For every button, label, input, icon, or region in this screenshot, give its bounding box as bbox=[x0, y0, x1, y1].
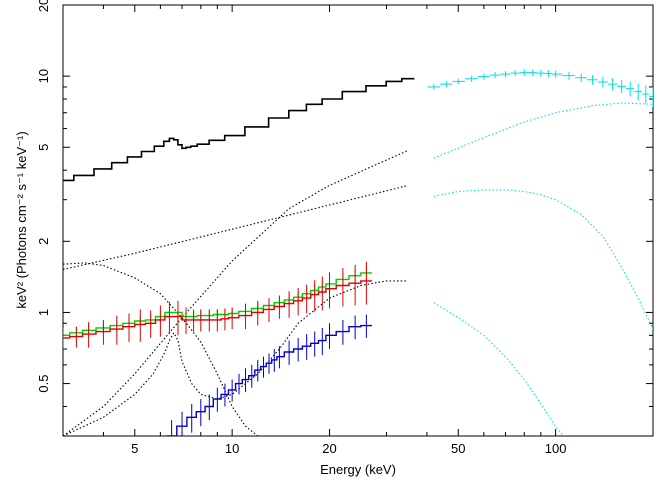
cyan-model-curve bbox=[433, 102, 653, 159]
black-step-series bbox=[63, 77, 415, 182]
y-tick-label: 2 bbox=[36, 238, 51, 245]
blue-step_errorbars-series bbox=[166, 314, 372, 436]
black-model-curve bbox=[63, 280, 409, 436]
y-tick-label: 1 bbox=[36, 309, 51, 316]
cyan-dotted-series bbox=[433, 102, 653, 159]
cyan-model-curve bbox=[433, 189, 653, 330]
series-layer bbox=[63, 69, 653, 436]
x-axis-title: Energy (keV) bbox=[320, 462, 396, 477]
axis-ticks: 5 10 20 50 100 0.5 1 2 5 10 20 bbox=[36, 0, 654, 456]
cyan-model-curve bbox=[433, 302, 565, 436]
y-tick-label: 5 bbox=[36, 144, 51, 151]
red-step_errorbars-series bbox=[63, 261, 372, 350]
y-axis-title: keV² (Photons cm⁻² s⁻¹ keV⁻¹) bbox=[14, 131, 29, 308]
black-model-curve bbox=[63, 149, 409, 436]
y-tick-label: 10 bbox=[36, 69, 51, 83]
black-dotted-series bbox=[63, 149, 409, 436]
black-model-curve bbox=[63, 262, 259, 436]
cyan-dotted-series bbox=[433, 189, 653, 330]
black-step-line bbox=[63, 77, 415, 182]
x-tick-label: 5 bbox=[131, 441, 138, 456]
x-tick-label: 20 bbox=[322, 441, 336, 456]
x-tick-label: 50 bbox=[451, 441, 465, 456]
blue-step-line bbox=[166, 324, 372, 436]
black-model-curve bbox=[63, 184, 409, 271]
x-tick-label: 100 bbox=[545, 441, 567, 456]
cyan-dotted-series bbox=[433, 302, 565, 436]
x-tick-label: 10 bbox=[225, 441, 239, 456]
black-dotted-series bbox=[63, 184, 409, 271]
plot-frame bbox=[62, 4, 654, 437]
y-tick-label: 20 bbox=[36, 0, 51, 12]
black-dotted-series bbox=[63, 280, 409, 436]
black-dotted-series bbox=[63, 262, 259, 436]
cyan-errorbars-series bbox=[427, 69, 653, 108]
red-step-line bbox=[63, 280, 372, 339]
y-tick-label: 0.5 bbox=[36, 375, 51, 393]
